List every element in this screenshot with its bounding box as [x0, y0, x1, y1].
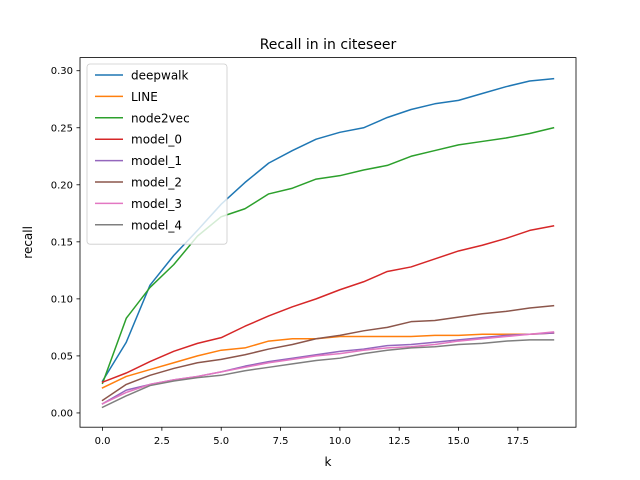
x-tick-label: 2.5: [154, 436, 170, 447]
x-tick-label: 10.0: [329, 436, 351, 447]
x-tick-label: 7.5: [273, 436, 289, 447]
x-tick-label: 15.0: [447, 436, 469, 447]
x-axis-ticks: 0.0 2.5 5.0 7.5 10.0 12.5 15.0 17.5: [95, 427, 529, 447]
legend-label-2: node2vec: [131, 111, 190, 125]
series-line-6: [101, 331, 555, 405]
legend-label-4: model_1: [131, 154, 182, 168]
series-line-3: [101, 224, 555, 384]
series-line-2: [101, 126, 555, 385]
legend-label-3: model_0: [131, 133, 182, 147]
series-line-7: [101, 339, 555, 409]
y-tick-label: 0.15: [51, 237, 73, 248]
x-tick-label: 12.5: [388, 436, 410, 447]
x-axis-label: k: [325, 455, 332, 469]
y-tick-label: 0.10: [51, 294, 73, 305]
y-axis-ticks: 0.00 0.05 0.10 0.15 0.20 0.25 0.30: [51, 66, 80, 419]
legend-label-6: model_3: [131, 197, 182, 211]
plot-area-frame: [79, 57, 577, 428]
series-lines: [101, 77, 555, 409]
legend-label-5: model_2: [131, 176, 182, 190]
series-line-5: [101, 304, 555, 402]
legend-frame: [86, 63, 228, 245]
legend: deepwalk LINE node2vec model_0 model_1 model_…: [86, 63, 228, 245]
legend-label-7: model_4: [131, 218, 182, 232]
series-line-0: [101, 77, 555, 383]
y-tick-label: 0.20: [51, 180, 73, 191]
y-axis-label: recall: [21, 226, 35, 259]
y-tick-label: 0.05: [51, 351, 73, 362]
legend-label-0: deepwalk: [131, 69, 189, 83]
y-tick-label: 0.25: [51, 123, 73, 134]
x-tick-label: 0.0: [95, 436, 111, 447]
x-tick-label: 5.0: [213, 436, 229, 447]
y-tick-label: 0.00: [51, 408, 73, 419]
x-tick-label: 17.5: [507, 436, 529, 447]
legend-label-1: LINE: [131, 90, 158, 104]
chart-title: Recall in in citeseer: [260, 37, 397, 53]
y-tick-label: 0.30: [51, 66, 73, 77]
series-line-1: [101, 332, 555, 389]
